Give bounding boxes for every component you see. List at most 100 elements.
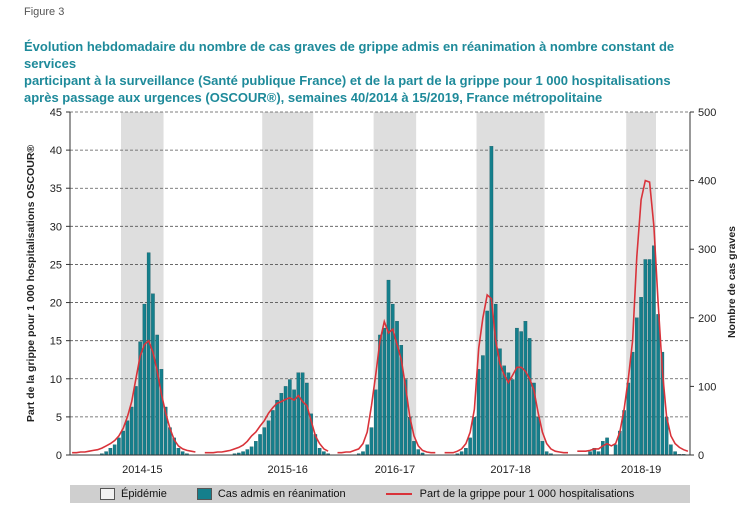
right-tick-label-100: 100 [698, 381, 716, 393]
bar-2017-18-week-20 [523, 321, 528, 456]
left-axis-title: Part de la grippe pour 1 000 hospitalisa… [25, 145, 37, 423]
title-line-2: participant à la surveillance (Santé pub… [24, 73, 671, 88]
share-line-2014-15 [72, 339, 196, 454]
legend-item-share: Part de la grippe pour 1 000 hospitalisa… [385, 488, 634, 500]
bar-2015-16-week-20 [283, 386, 288, 456]
bar-2017-18-week-18 [515, 327, 519, 456]
bar-2014-15-week-13 [121, 430, 125, 456]
bar-2015-16-week-10 [241, 451, 245, 456]
right-tick-label-200: 200 [698, 313, 716, 325]
bar-2017-18-week-10 [481, 355, 485, 456]
legend: Épidémie Cas admis en réanimation Part d… [70, 485, 690, 503]
right-tick-label-400: 400 [698, 176, 716, 188]
bar-2015-16-week-14 [258, 434, 262, 456]
x-tick-label-2018-19: 2018-19 [621, 464, 661, 476]
bar-2018-19-week-6 [596, 451, 601, 456]
bar-2015-16-week-28 [317, 447, 322, 456]
bar-2014-15-week-9 [104, 451, 108, 456]
bar-2015-16-week-21 [288, 379, 292, 456]
share-line-2015-16 [204, 394, 329, 454]
bar-2014-15-week-14 [125, 420, 130, 456]
bar-2016-17-week-14 [390, 303, 395, 456]
share-line-2018-19 [577, 179, 689, 453]
bar-2018-19-week-17 [643, 259, 648, 456]
bar-2018-19-week-19 [652, 245, 656, 456]
bar-2016-17-week-8 [365, 444, 370, 456]
bar-2018-19-week-4 [588, 451, 592, 456]
bar-2014-15-week-18 [142, 303, 147, 456]
bar-2014-15-week-20 [151, 293, 155, 456]
bar-2018-19-week-20 [656, 314, 660, 456]
bar-2014-15-week-16 [134, 386, 138, 456]
bar-2017-18-week-24 [540, 441, 545, 456]
left-tick-label-40: 40 [50, 145, 62, 157]
bar-2014-15-week-10 [108, 447, 113, 456]
x-tick-label-2016-17: 2016-17 [375, 464, 415, 476]
bar-2015-16-week-16 [266, 420, 271, 456]
bar-2017-18-week-5 [459, 451, 464, 456]
bar-2017-18-week-21 [527, 338, 532, 456]
bar-2016-17-week-13 [386, 279, 391, 456]
bar-2015-16-week-17 [271, 410, 275, 456]
bar-2017-18-week-23 [536, 417, 540, 456]
bar-2016-17-week-12 [382, 327, 387, 456]
bar-2017-18-week-11 [485, 310, 489, 456]
right-axis-title: Nombre de cas graves [726, 226, 738, 338]
bar-2015-16-week-15 [262, 427, 267, 456]
bar-2018-19-week-14 [630, 351, 635, 456]
bar-2018-19-week-18 [647, 259, 652, 456]
left-tick-label-5: 5 [56, 412, 62, 424]
bar-2014-15-week-21 [155, 334, 159, 456]
right-tick-label-0: 0 [698, 450, 704, 462]
bar-2017-18-week-7 [468, 437, 472, 456]
left-tick-label-45: 45 [50, 107, 62, 119]
bar-2017-18-week-6 [464, 447, 468, 456]
bar-2014-15-week-12 [117, 437, 121, 456]
right-tick-label-300: 300 [698, 244, 716, 256]
bar-2018-19-week-13 [626, 382, 631, 456]
bar-2014-15-week-22 [159, 369, 164, 456]
chart-title: Évolution hebdomadaire du nombre de cas … [24, 38, 724, 106]
bar-2015-16-week-23 [296, 372, 301, 456]
bar-2014-15-week-26 [176, 447, 181, 456]
bar-2015-16-week-18 [275, 399, 279, 456]
bar-2018-19-week-15 [635, 317, 639, 456]
right-tick-label-500: 500 [698, 107, 716, 119]
bar-2018-19-week-23 [669, 444, 673, 456]
left-tick-label-20: 20 [50, 298, 62, 310]
bar-2017-18-week-9 [476, 369, 481, 456]
bar-2016-17-week-7 [361, 451, 365, 456]
title-line-1: Évolution hebdomadaire du nombre de cas … [24, 39, 675, 71]
bar-2015-16-week-12 [249, 446, 254, 456]
legend-item-cases: Cas admis en réanimation [196, 488, 346, 500]
bar-2015-16-week-29 [322, 451, 326, 456]
bar-2014-15-week-27 [180, 451, 185, 456]
x-tick-label-2017-18: 2017-18 [490, 464, 530, 476]
bar-2017-18-week-19 [519, 331, 523, 456]
left-tick-label-25: 25 [50, 259, 62, 271]
bar-2014-15-week-19 [146, 252, 151, 456]
x-tick-label-2014-15: 2014-15 [122, 464, 162, 476]
legend-swatch-share [385, 493, 412, 495]
bar-2015-16-week-25 [305, 382, 309, 456]
share-line-2017-18 [444, 293, 568, 454]
legend-label-cases: Cas admis en réanimation [217, 488, 346, 500]
legend-swatch-cases [196, 488, 212, 500]
bar-2014-15-week-15 [129, 406, 134, 456]
bar-2016-17-week-9 [369, 427, 374, 456]
title-line-3: après passage aux urgences (OSCOUR®), se… [24, 90, 603, 105]
bar-2015-16-week-11 [245, 449, 250, 456]
bar-2018-19-week-16 [639, 297, 643, 456]
bar-2014-15-week-11 [112, 444, 117, 456]
left-tick-label-30: 30 [50, 221, 62, 233]
legend-swatch-epidemic [100, 488, 115, 500]
bar-2017-18-week-16 [506, 372, 511, 456]
left-tick-label-35: 35 [50, 183, 62, 195]
bar-2018-19-week-7 [601, 441, 605, 456]
bar-2018-19-week-8 [605, 437, 609, 456]
left-tick-label-15: 15 [50, 336, 62, 348]
share-line-2016-17 [337, 318, 436, 454]
legend-item-epidemic: Épidémie [100, 488, 167, 500]
bar-2016-17-week-20 [416, 449, 421, 456]
